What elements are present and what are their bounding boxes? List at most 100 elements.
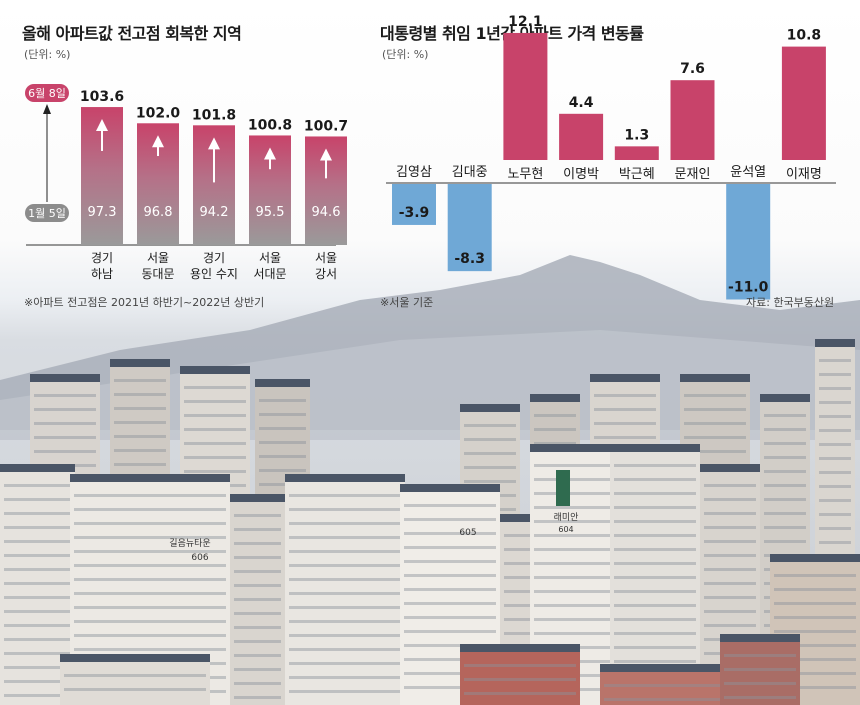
building-windows [819, 527, 851, 530]
building-windows [259, 413, 306, 416]
building-windows [289, 522, 401, 525]
building-windows [764, 428, 806, 431]
apartment-building [610, 450, 700, 705]
building-windows [614, 548, 696, 551]
president-name: 김영삼 [396, 165, 432, 180]
building-windows [774, 644, 856, 647]
president-name: 노무현 [507, 167, 543, 182]
building-roof [60, 654, 210, 662]
source-note: 자료: 한국부동산원 [746, 296, 835, 309]
building-windows [774, 630, 856, 633]
building-windows [404, 630, 496, 633]
building-windows [614, 632, 696, 635]
building-windows [74, 592, 226, 595]
building-windows [819, 429, 851, 432]
building-windows [234, 556, 281, 559]
building-windows [534, 520, 616, 523]
building-windows [34, 450, 96, 453]
building-windows [534, 604, 616, 607]
building-windows [289, 634, 401, 637]
building-windows [234, 640, 281, 643]
end-date-label: 6월 8일 [28, 86, 66, 100]
category-label: 서울 [147, 251, 169, 265]
building-sign: 래미안 [554, 512, 579, 523]
category-label: 경기 [91, 251, 113, 265]
building-windows [614, 534, 696, 537]
building-windows [234, 598, 281, 601]
building-windows [774, 602, 856, 605]
building-windows [4, 596, 71, 599]
building-windows [534, 576, 616, 579]
building-windows [704, 568, 756, 571]
building-windows [594, 394, 656, 397]
building-windows [819, 541, 851, 544]
building-windows [704, 596, 756, 599]
category-label: 하남 [91, 267, 113, 281]
building-windows [259, 427, 306, 430]
bar-value-jun-8: 101.8 [192, 107, 236, 123]
building-windows [4, 610, 71, 613]
building-windows [774, 616, 856, 619]
bar-value-jun-8: 100.8 [248, 117, 292, 133]
building-windows [614, 660, 696, 663]
building-windows [404, 686, 496, 689]
building-windows [464, 438, 516, 441]
bar-value-jun-8: 100.7 [304, 118, 348, 134]
building-windows [259, 455, 306, 458]
building-windows [34, 422, 96, 425]
building-roof [110, 359, 170, 367]
building-windows [74, 648, 226, 651]
building-windows [704, 624, 756, 627]
president-name: 박근혜 [619, 167, 655, 182]
building-windows [724, 654, 796, 657]
bar-arrow-head [320, 148, 332, 161]
building-windows [234, 528, 281, 531]
building-roof [70, 474, 230, 482]
building-windows [74, 508, 226, 511]
bar-change-rate [559, 113, 604, 160]
bar-value-jan-5: 95.5 [256, 205, 285, 220]
building-windows [534, 562, 616, 565]
building-windows [764, 414, 806, 417]
building-windows [184, 400, 246, 403]
building-windows [234, 514, 281, 517]
building-roof [460, 404, 520, 412]
building-windows [819, 485, 851, 488]
building-windows [504, 590, 536, 593]
left-chart-footnote: ※아파트 전고점은 2021년 하반기~2022년 상반기 [24, 296, 265, 309]
building-windows [464, 480, 516, 483]
president-name: 김대중 [452, 165, 488, 180]
building-windows [534, 442, 576, 445]
building-windows [684, 408, 746, 411]
building-windows [289, 564, 401, 567]
apartment-building [285, 480, 405, 705]
building-windows [234, 654, 281, 657]
category-label: 용인 수지 [190, 267, 238, 281]
building-windows [4, 498, 71, 501]
bar-value-label: 7.6 [680, 61, 705, 77]
building-roof [760, 394, 810, 402]
bar-change-rate [726, 184, 771, 300]
building-windows [404, 602, 496, 605]
building-windows [819, 457, 851, 460]
building-windows [4, 526, 71, 529]
building-roof [400, 484, 500, 492]
building-windows [4, 554, 71, 557]
building-windows [34, 408, 96, 411]
building-roof [680, 374, 750, 382]
building-windows [259, 483, 306, 486]
building-windows [184, 386, 246, 389]
building-windows [404, 518, 496, 521]
bar-change-rate [781, 46, 826, 160]
building-windows [289, 592, 401, 595]
building-windows [114, 421, 166, 424]
building-windows [114, 393, 166, 396]
building-windows [704, 512, 756, 515]
building-windows [74, 564, 226, 567]
category-label: 동대문 [141, 267, 174, 281]
president-name: 이명박 [563, 167, 599, 182]
building-windows [234, 570, 281, 573]
building-number: 605 [459, 528, 476, 538]
building-windows [184, 442, 246, 445]
